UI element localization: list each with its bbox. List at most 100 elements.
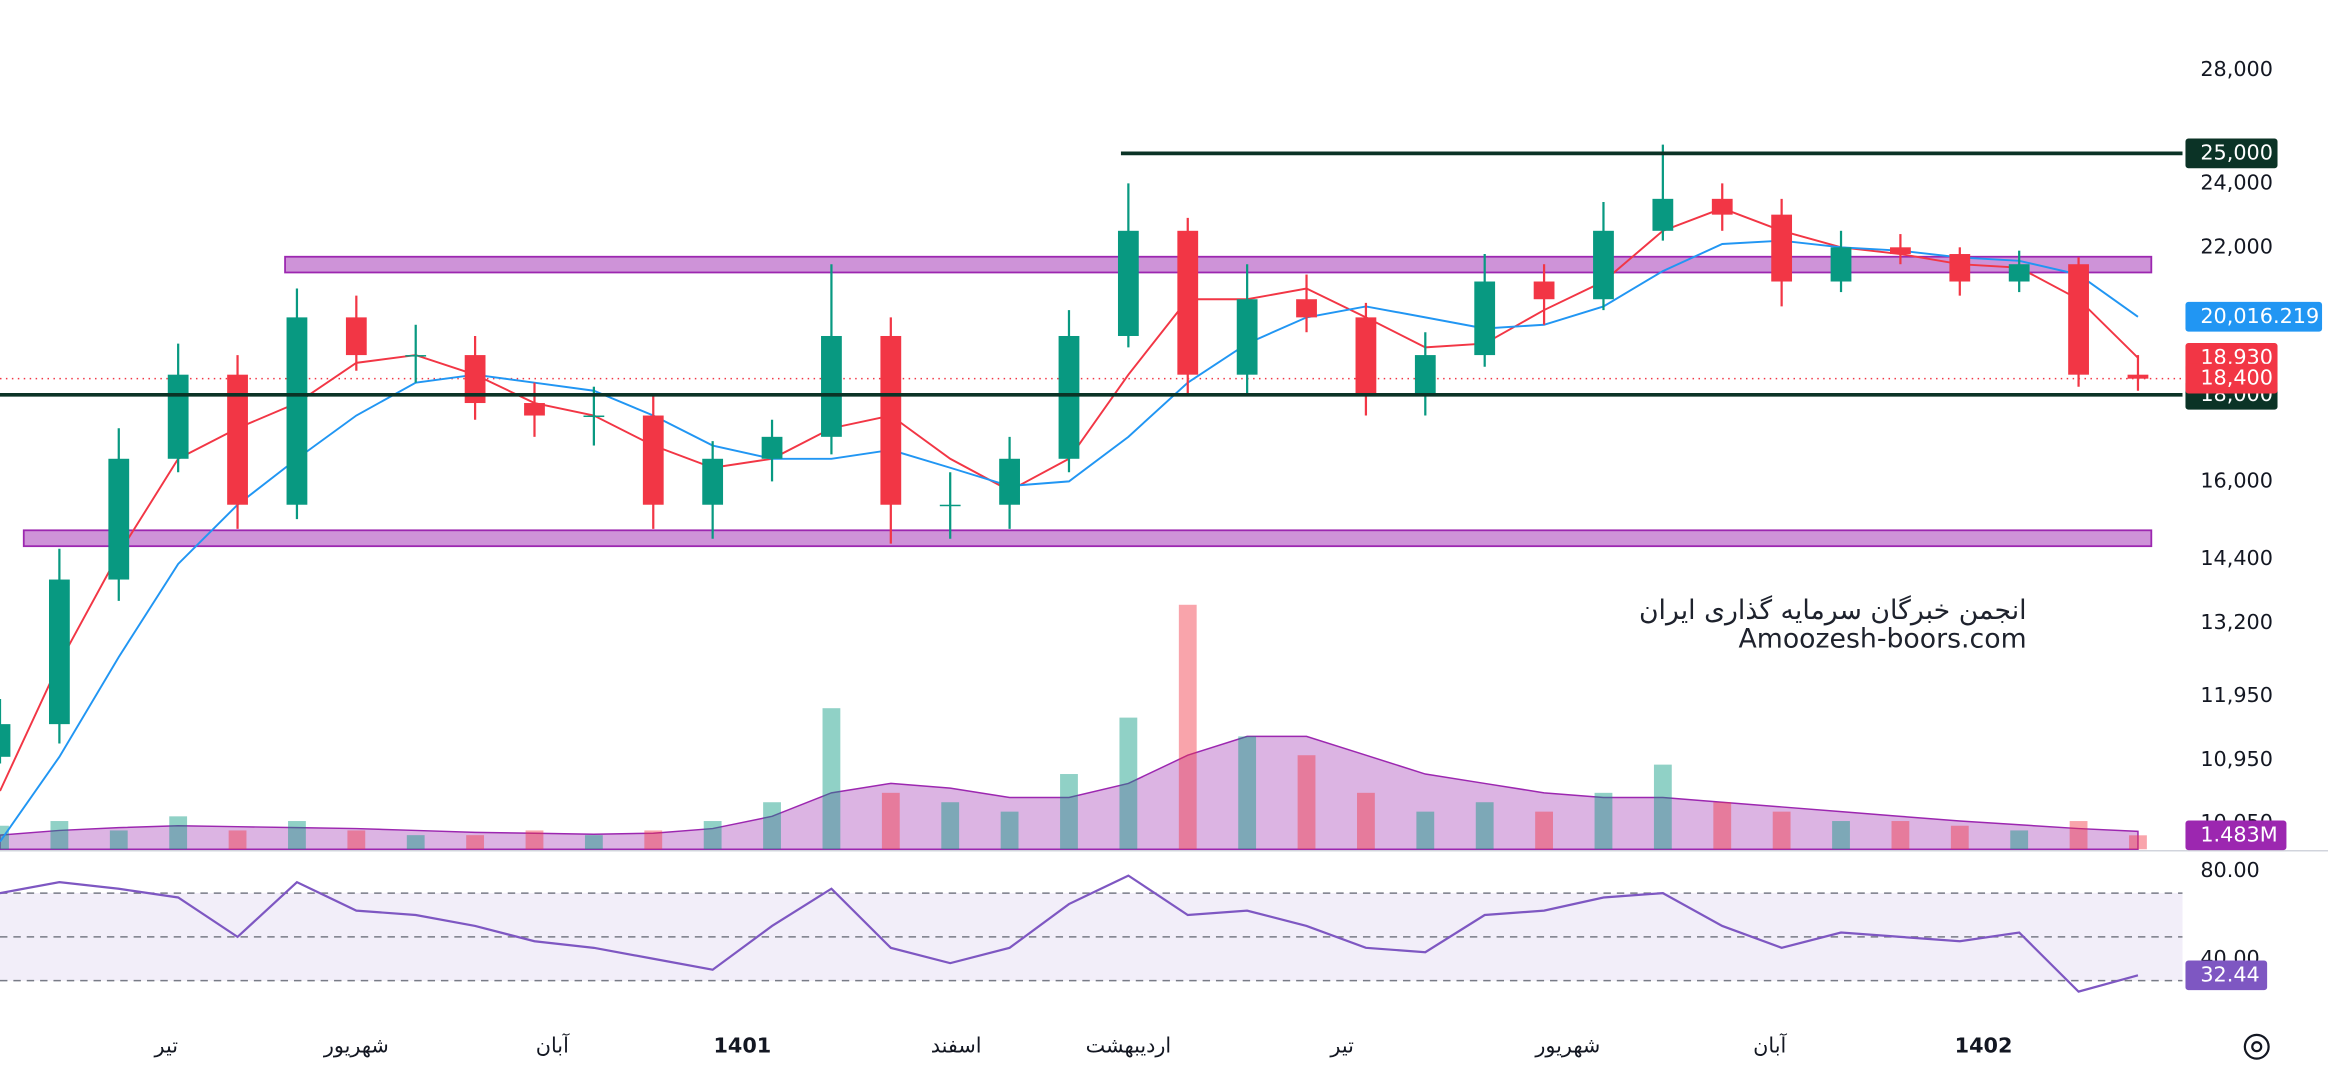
volume-label-text: 1.483M	[2200, 822, 2277, 846]
candle-body	[48, 579, 70, 725]
candle-body	[761, 436, 783, 459]
volume-bar	[1594, 792, 1613, 850]
volume-bar	[1000, 811, 1019, 850]
watermark-title: انجمن خبرگان سرمایه گذاری ایران	[1639, 595, 2027, 626]
y-tick-label: 10,950	[2200, 747, 2273, 771]
volume-ma-area	[0, 735, 2139, 850]
volume-bar	[1416, 811, 1435, 850]
zone	[22, 529, 2153, 548]
candle-body	[1177, 230, 1199, 375]
candle-body	[1593, 230, 1614, 300]
candle-body	[1236, 299, 1258, 375]
price-label-text: 20,016.219	[2200, 304, 2319, 328]
price-label-box	[2185, 363, 2278, 394]
volume-bar	[1653, 764, 1672, 850]
y-tick-label: 22,000	[2200, 234, 2273, 258]
rsi-line	[0, 874, 2139, 993]
candle-body	[1949, 254, 1971, 282]
level-label-text: 25,000	[2200, 140, 2273, 164]
volume-bar	[1178, 604, 1197, 850]
candle-body	[999, 458, 1020, 505]
candle-body	[1355, 317, 1377, 395]
x-tick-label: شهریور	[323, 1034, 389, 1058]
candle-body	[939, 504, 961, 507]
candle-body	[583, 415, 605, 418]
candle-body	[642, 415, 664, 505]
volume-bar	[288, 821, 306, 850]
candle-body	[167, 374, 189, 459]
volume-bar	[941, 802, 960, 850]
candle-body	[345, 317, 367, 356]
candle-body	[0, 724, 11, 757]
x-tick-label: 1402	[1955, 1034, 2013, 1058]
candle-body	[2127, 374, 2149, 379]
candle-body	[464, 355, 486, 404]
price-label-box	[2185, 301, 2323, 332]
settings-gear[interactable]	[2243, 1033, 2270, 1060]
y-tick-label: 28,000	[2200, 57, 2273, 81]
candle-body	[880, 335, 902, 505]
volume-bar	[347, 830, 366, 850]
volume-bar	[2069, 821, 2088, 850]
volume-bar	[466, 835, 485, 850]
candle-body	[1533, 281, 1555, 300]
volume-bar	[1060, 774, 1078, 850]
volume-bar	[406, 835, 425, 850]
volume-label-box	[2185, 820, 2287, 851]
volume-bar	[1357, 792, 1375, 850]
candle-body	[108, 458, 130, 580]
settings-gear-center[interactable]	[2251, 1041, 2263, 1053]
level-label-box	[2185, 138, 2278, 169]
price-label-text: 18,400	[2200, 366, 2273, 390]
settings-icon[interactable]	[2243, 1033, 2270, 1060]
candle-body	[227, 374, 248, 505]
x-tick-label: اردیبهشت	[1086, 1034, 1172, 1058]
volume-bar	[0, 825, 9, 850]
x-tick-label: تیر	[1329, 1034, 1354, 1058]
volume-bar	[228, 830, 247, 850]
x-tick-label: 1401	[713, 1034, 771, 1058]
volume-bar	[1772, 811, 1791, 850]
candle-body	[524, 403, 545, 416]
candle-body	[286, 317, 308, 505]
volume-bar	[525, 830, 544, 850]
volume-bar	[1891, 821, 1910, 850]
x-tick-label: اسفند	[931, 1034, 982, 1058]
volume-layer	[0, 604, 2147, 850]
volume-bar	[1950, 825, 1969, 850]
y-tick-label: 13,200	[2200, 610, 2273, 634]
volume-bar	[1119, 717, 1138, 850]
rsi-label-box	[2185, 960, 2268, 991]
candle-body	[2008, 264, 2030, 282]
y-tick-label: 24,000	[2200, 170, 2273, 194]
x-tick-label: تیر	[154, 1034, 179, 1058]
candle-body	[1117, 230, 1139, 336]
volume-bar	[1832, 821, 1850, 850]
candle-body	[1890, 247, 1911, 255]
watermark-site: Amoozesh-boors.com	[1739, 623, 2027, 654]
zone	[284, 255, 2153, 274]
y-tick-label: 16,000	[2200, 468, 2273, 492]
volume-bar	[703, 821, 722, 850]
volume-bar	[1713, 802, 1732, 850]
rsi-label-text: 32.44	[2200, 962, 2259, 986]
volume-bar	[1535, 811, 1553, 850]
candle-body	[1652, 198, 1674, 231]
candle-body	[1830, 247, 1852, 282]
volume-bar	[2010, 830, 2029, 850]
volume-bar	[822, 708, 841, 850]
candle-body	[1296, 299, 1317, 318]
volume-bar	[644, 830, 663, 850]
volume-bar	[169, 816, 188, 850]
volume-bar	[584, 835, 603, 850]
rsi-tick-label: 80.00	[2200, 858, 2259, 882]
volume-bar	[2129, 835, 2147, 850]
candle-body	[1414, 355, 1436, 395]
y-tick-label: 14,400	[2200, 546, 2273, 570]
candle-body	[821, 335, 842, 437]
volume-bar	[1297, 755, 1316, 850]
candle-body	[1474, 281, 1496, 356]
candle-body	[1058, 335, 1080, 459]
x-tick-label: شهریور	[1534, 1034, 1600, 1058]
x-tick-label: آبان	[1753, 1033, 1787, 1058]
